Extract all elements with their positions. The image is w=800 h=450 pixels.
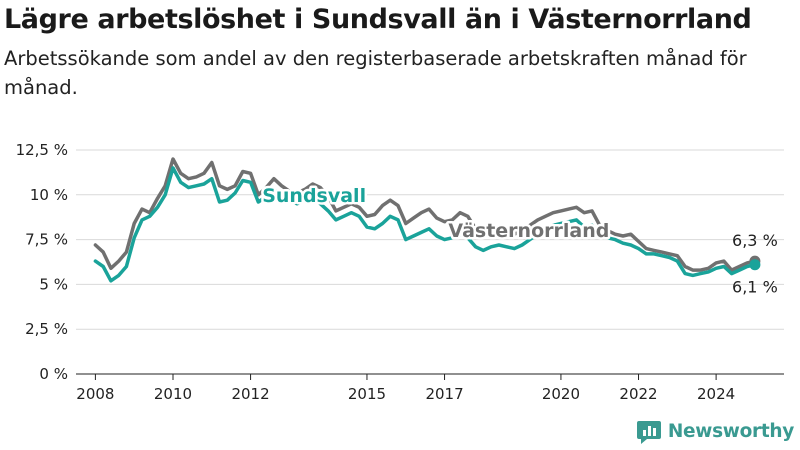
bar-chart-icon (636, 421, 661, 444)
x-axis: 2008 2010 2012 2015 2017 2020 2022 2024 (76, 373, 784, 403)
grid (76, 149, 784, 330)
series-label-vasternorrland-halo: Västernorrland (448, 220, 609, 242)
y-tick-label: 0 % (39, 365, 68, 383)
y-tick-label: 10 % (30, 186, 68, 204)
chart-title: Lägre arbetslöshet i Sundsvall än i Väst… (4, 4, 752, 35)
x-tick-label: 2015 (348, 385, 386, 403)
x-tick-label: 2022 (619, 385, 657, 403)
series-line-vasternorrland (93, 157, 757, 272)
y-tick-label: 2,5 % (25, 320, 68, 338)
y-tick-label: 7,5 % (25, 231, 68, 249)
series-line-sundsvall (93, 166, 757, 283)
y-tick-label: 5 % (39, 275, 68, 293)
brand-name: Newsworthy (667, 420, 794, 442)
series-label-sundsvall-halo: Sundsvall (262, 185, 366, 207)
x-tick-label: 2017 (425, 385, 463, 403)
brand-logo: Newsworthy (636, 418, 794, 444)
y-tick-label: 12,5 % (16, 141, 68, 159)
end-label-vasternorrland: 6,3 % (732, 231, 778, 250)
x-tick-label: 2008 (76, 385, 114, 403)
series-labels: 6,3 %6,1 %SundsvallSundsvallVästernorrla… (260, 182, 778, 297)
x-tick-label: 2020 (542, 385, 580, 403)
x-tick-label: 2012 (231, 385, 269, 403)
series-label-vasternorrland: Västernorrland (448, 220, 609, 242)
series-label-sundsvall: Sundsvall (262, 185, 366, 207)
y-axis: 0 % 2,5 % 5 % 7,5 % 10 % 12,5 % (16, 141, 68, 383)
chart-subtitle: Arbetssökande som andel av den registerb… (4, 47, 747, 99)
x-tick-label: 2010 (154, 385, 192, 403)
end-label-sundsvall: 6,1 % (732, 278, 778, 297)
series-lines (93, 157, 761, 283)
end-point-sundsvall (749, 259, 761, 271)
x-tick-label: 2024 (697, 385, 735, 403)
